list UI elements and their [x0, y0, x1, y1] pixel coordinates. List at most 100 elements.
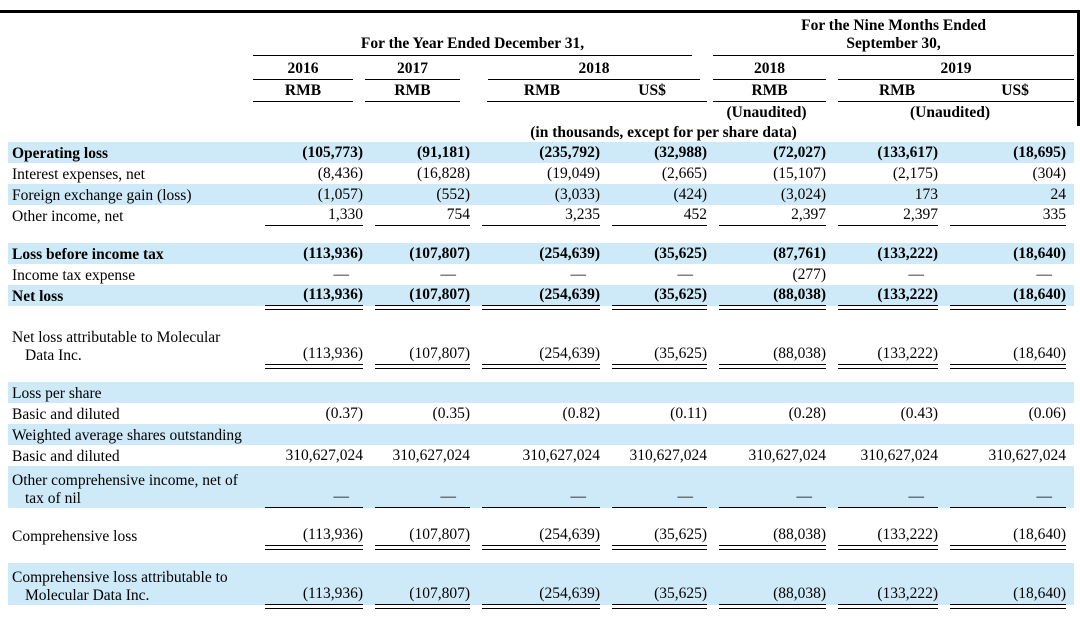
cell-value: (133,617) [826, 142, 939, 163]
row-label: Interest expenses, net [12, 166, 145, 183]
cell-value: (0.11) [670, 405, 708, 422]
cell-value: (133,222) [826, 285, 939, 310]
year-header-2017: 2017 [363, 56, 470, 80]
cell-value: (88,038) [707, 285, 827, 310]
table-row: Loss before income tax (113,936) (107,807)… [8, 243, 1075, 264]
cell-value: — [826, 466, 939, 508]
cell-value: (88,038) [707, 525, 827, 550]
row-label: Basic and diluted [12, 406, 120, 423]
header-year-row: 2016 2017 2018 2018 2019 [8, 56, 1075, 80]
table-row: Operating loss (105,773) (91,181) (235,792)… [8, 142, 1075, 163]
cell-value: (18,640) [938, 243, 1075, 264]
cell-value: 310,627,024 [522, 447, 601, 464]
cell-value: — [333, 266, 350, 283]
row-label: Foreign exchange gain (loss) [8, 184, 253, 205]
cell-value: — [253, 466, 363, 508]
cell-value [363, 424, 470, 445]
table-row: Income tax expense — — — — (277) — — [8, 264, 1074, 285]
cell-value: — [938, 466, 1075, 508]
cell-value: — [908, 266, 925, 283]
cell-value: (18,640) [938, 525, 1074, 550]
cell-value [470, 382, 600, 403]
cell-value: 310,627,024 [988, 447, 1067, 464]
cell-value: (133,222) [826, 563, 939, 609]
header-units-row: (in thousands, except for per share data… [8, 122, 1074, 142]
row-label-line1: Comprehensive loss attributable to [12, 569, 228, 586]
cell-value: (35,625) [600, 243, 708, 264]
row-spacer [8, 226, 1075, 243]
table-row: Other comprehensive income, net of tax of… [8, 466, 1075, 508]
cell-value: (35,625) [600, 285, 708, 310]
cell-value: (552) [363, 184, 470, 205]
cell-value: (87,761) [707, 243, 827, 264]
cell-value: — [570, 266, 587, 283]
row-label-line1: Net loss attributable to Molecular [12, 329, 221, 346]
cell-value: 310,627,024 [285, 447, 364, 464]
cell-value: (32,988) [600, 142, 708, 163]
cell-value: 310,627,024 [629, 447, 708, 464]
cell-value: (2,175) [892, 165, 939, 182]
currency-header-rmb-usd: RMB US$ [826, 80, 1075, 102]
row-label: Comprehensive loss attributable to Molecu… [8, 563, 253, 605]
currency-header-rmb-usd: RMB US$ [470, 80, 708, 102]
cell-value: (133,222) [826, 525, 939, 550]
cell-value: (18,695) [938, 142, 1075, 163]
cell-value: 310,627,024 [748, 447, 827, 464]
table-row: Basic and diluted (0.37) (0.35) (0.82) (0.11… [8, 403, 1074, 424]
cell-value: (254,639) [470, 243, 600, 264]
cell-value [600, 382, 708, 403]
currency-header-rmb: RMB [878, 82, 916, 99]
currency-header-rmb: RMB [253, 80, 363, 102]
cell-value: (105,773) [253, 142, 363, 163]
cell-value: — [1036, 266, 1053, 283]
cell-value: (113,936) [253, 563, 363, 609]
table-row: Basic and diluted 310,627,024 310,627,024 3… [8, 445, 1074, 466]
cell-value: (72,027) [707, 142, 827, 163]
col-group-nine-months: For the Nine Months Ended September 30, [707, 10, 1075, 56]
year-header-2016: 2016 [253, 56, 363, 80]
cell-value: — [440, 266, 457, 283]
row-label: Loss per share [8, 382, 253, 403]
row-label-line1: Other comprehensive income, net of [12, 472, 238, 489]
cell-value: (113,936) [253, 525, 363, 550]
row-label-line2: Data Inc. [25, 347, 82, 364]
cell-value [253, 424, 363, 445]
cell-value: (107,807) [363, 563, 470, 609]
header-currency-row: RMB RMB RMB US$ RMB RMB US$ [8, 80, 1075, 102]
unaudited-note: (Unaudited) [726, 104, 807, 121]
cell-value: (8,436) [317, 165, 363, 182]
year-header-2018-nine-months: 2018 [707, 56, 827, 80]
cell-value: — [600, 466, 708, 508]
cell-value: (107,807) [363, 243, 470, 264]
financial-statements-table: For the Year Ended December 31, For the … [8, 10, 1075, 609]
page-right-border [1077, 10, 1080, 126]
row-label: Net loss attributable to Molecular Data I… [8, 323, 253, 365]
cell-value: (277) [792, 266, 827, 283]
cell-value: (424) [600, 184, 708, 205]
cell-value [600, 424, 708, 445]
unaudited-note: (Unaudited) [909, 104, 991, 121]
cell-value: (133,222) [826, 323, 939, 369]
col-group-year-ended: For the Year Ended December 31, [253, 10, 707, 56]
cell-value: (18,640) [938, 563, 1075, 609]
cell-value: (35,625) [600, 323, 708, 369]
cell-value: (3,024) [707, 184, 827, 205]
currency-header-rmb: RMB [523, 82, 561, 99]
cell-value: (133,222) [826, 243, 939, 264]
header-period-group-row: For the Year Ended December 31, For the … [8, 10, 1075, 56]
row-label: Loss before income tax [8, 243, 253, 264]
cell-value: (0.43) [900, 405, 939, 422]
cell-value: (35,625) [600, 563, 708, 609]
row-spacer [8, 546, 1075, 563]
cell-value: — [707, 466, 827, 508]
cell-value: 754 [363, 205, 470, 226]
cell-value: (107,807) [363, 525, 470, 550]
cell-value: — [363, 466, 470, 508]
row-label: Operating loss [8, 142, 253, 163]
table-row: Interest expenses, net (8,436) (16,828) (19… [8, 163, 1074, 184]
table-row: Weighted average shares outstanding [8, 424, 1075, 445]
cell-value: 452 [600, 205, 708, 226]
currency-header-usd: US$ [1001, 82, 1029, 99]
row-spacer [8, 365, 1075, 382]
row-label: Net loss [8, 285, 253, 306]
